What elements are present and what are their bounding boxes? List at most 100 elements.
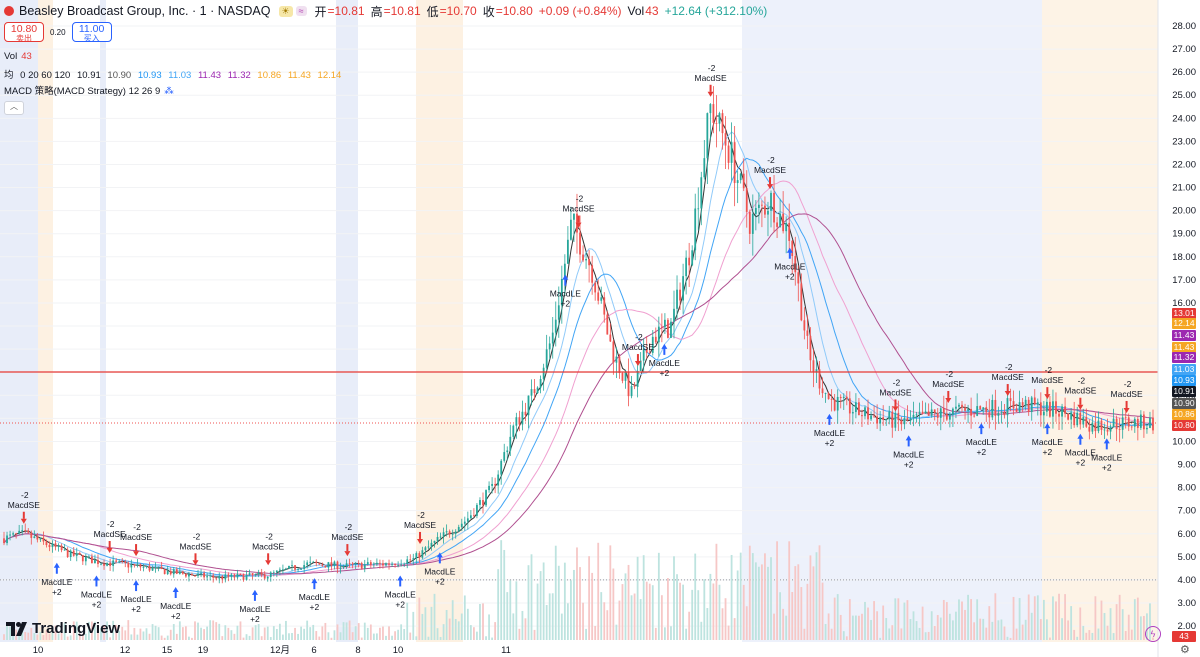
signal-qty: +2 [131,604,141,614]
signal-qty: -2 [193,531,201,541]
candle-body [418,553,421,558]
candle-body [724,133,727,146]
volume-legend[interactable]: Vol 43 [4,51,36,62]
volume-bar [181,627,184,640]
volume-bar [585,628,587,640]
candle-body [888,411,891,420]
candle-body [333,561,336,566]
candle-body [242,573,245,580]
collapse-legend-button[interactable]: ︿ [4,101,24,115]
candle-body [100,563,102,565]
candle-body [882,417,885,420]
volume-bar [488,614,490,640]
volume-bar [642,555,645,640]
candle-body [521,411,524,425]
candle-body [375,562,378,565]
volume-bar [372,633,375,640]
signal-qty: +2 [52,587,62,597]
volume-bars [3,540,1154,640]
candle-body [876,416,879,424]
volume-bar [36,634,39,640]
ma-value: 11.03 [168,70,192,81]
volume-bar [309,627,312,640]
price-axis-label: 17.00 [1172,275,1196,286]
volume-bar [1149,603,1151,640]
signal-qty: +2 [1076,458,1086,468]
high-label: 高 [370,4,383,19]
signal-label: MacdSE [179,541,211,551]
sell-button[interactable]: 10.80 卖出 [4,22,44,43]
signal-label: MacdLE [550,289,582,299]
buy-arrow-icon [397,575,404,581]
volume-bar [909,619,912,640]
candle-body [676,289,678,309]
volume-bar [891,625,894,640]
buy-button[interactable]: 11.00 买入 [71,22,112,43]
price-axis-label: 26.00 [1172,67,1196,78]
volume-bar [336,624,339,640]
ma-value: 12.14 [317,70,342,81]
signal-label: MacdSE [1031,375,1063,385]
candle-body [278,569,281,571]
candle-body [285,568,287,570]
volume-bar [785,615,788,640]
session-badge[interactable]: ☀ [278,5,293,17]
volume-bar [382,626,384,640]
price-axis-label: 24.00 [1172,113,1196,124]
volume-bar [1033,596,1036,640]
settings-dots-icon[interactable]: ⁂ [164,86,174,97]
candle-body [400,564,403,566]
candle-body [403,563,406,565]
price-axis-label: 6.00 [1178,529,1197,540]
candle-body [342,566,345,568]
macd-legend[interactable]: MACD 策略(MACD Strategy) 12 26 9 ⁂ [4,83,178,97]
candle-body [9,534,11,536]
candle-body [166,570,169,575]
candle-body [1003,412,1006,416]
volume-bar [160,635,163,640]
volume-bar [172,624,175,640]
candle-body [745,188,748,212]
candle-body [224,574,227,580]
tradingview-logo[interactable]: TradingView [6,620,120,637]
extended-badge[interactable]: ≈ [295,6,307,16]
volume-bar [654,627,657,640]
volume-bar [424,607,427,640]
buy-arrow-icon [436,552,443,558]
ma-value: 10.86 [257,70,282,81]
candle-body [36,536,39,540]
candle-body [1085,417,1088,427]
candle-body [709,104,712,114]
candle-body [415,553,418,559]
volume-bar [375,633,378,640]
candle-body [606,314,609,335]
volume-bar [33,633,36,640]
volume-bar [915,621,918,640]
volume-bar [503,549,506,640]
candle-body [175,569,178,574]
volume-bar [894,598,897,640]
candle-body [803,320,806,331]
volume-bar [206,626,209,640]
signal-label: MacdSE [622,342,654,352]
volume-bar [721,608,724,640]
volume-bar [970,599,973,640]
candle-body [985,407,988,413]
volume-bar [203,629,205,640]
candle-body [451,533,454,535]
volume-bar [109,637,112,640]
ma-legend[interactable]: 均 0 20 60 120 10.91 10.90 10.93 11.03 11… [4,67,345,81]
signal-qty: +2 [310,602,320,612]
candle-body [6,535,8,544]
lightning-icon[interactable]: ϟ [1145,626,1161,642]
symbol-title[interactable]: Beasley Broadcast Group, Inc. · 1 · NASD… [19,4,271,18]
candle-body [318,563,321,565]
signal-label: MacdSE [120,532,152,542]
volume-bar [873,601,875,640]
settings-gear-icon[interactable]: ⚙ [1180,644,1190,656]
signal-label: MacdSE [879,387,911,397]
candle-body [612,341,615,363]
volume-bar [315,631,318,640]
price-tag: 10.80 [1172,420,1196,431]
